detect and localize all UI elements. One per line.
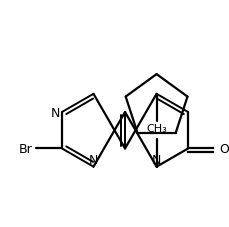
Text: N: N — [151, 153, 161, 166]
Text: O: O — [218, 142, 228, 155]
Text: Br: Br — [19, 142, 32, 155]
Text: N: N — [88, 153, 98, 166]
Text: CH₃: CH₃ — [146, 124, 166, 134]
Text: N: N — [50, 106, 60, 119]
